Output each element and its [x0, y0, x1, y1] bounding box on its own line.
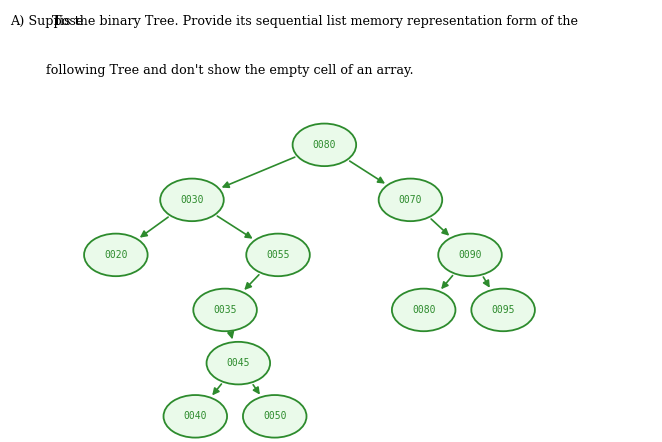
Text: 0080: 0080	[412, 305, 436, 315]
Text: A) Suppose: A) Suppose	[10, 15, 87, 28]
Text: 0045: 0045	[226, 358, 250, 368]
Text: 0080: 0080	[312, 140, 336, 150]
Ellipse shape	[246, 234, 310, 276]
Text: 0055: 0055	[266, 250, 290, 260]
Ellipse shape	[471, 289, 535, 331]
Ellipse shape	[293, 124, 356, 166]
Ellipse shape	[207, 342, 270, 385]
Text: 0035: 0035	[213, 305, 237, 315]
Ellipse shape	[193, 289, 257, 331]
Text: 0090: 0090	[458, 250, 482, 260]
Text: following Tree and don't show the empty cell of an array.: following Tree and don't show the empty …	[26, 64, 414, 77]
Text: is the binary Tree. Provide its sequential list memory representation form of th: is the binary Tree. Provide its sequenti…	[56, 15, 578, 28]
Ellipse shape	[438, 234, 502, 276]
Text: 0070: 0070	[399, 195, 422, 205]
Text: 0040: 0040	[183, 412, 207, 421]
Text: 0030: 0030	[180, 195, 204, 205]
Ellipse shape	[164, 395, 227, 438]
Ellipse shape	[379, 179, 442, 221]
Ellipse shape	[84, 234, 148, 276]
Text: 0095: 0095	[491, 305, 515, 315]
Text: 0020: 0020	[104, 250, 128, 260]
Ellipse shape	[160, 179, 224, 221]
Text: T: T	[52, 15, 62, 28]
Ellipse shape	[392, 289, 455, 331]
Text: 0050: 0050	[263, 412, 287, 421]
Ellipse shape	[243, 395, 307, 438]
